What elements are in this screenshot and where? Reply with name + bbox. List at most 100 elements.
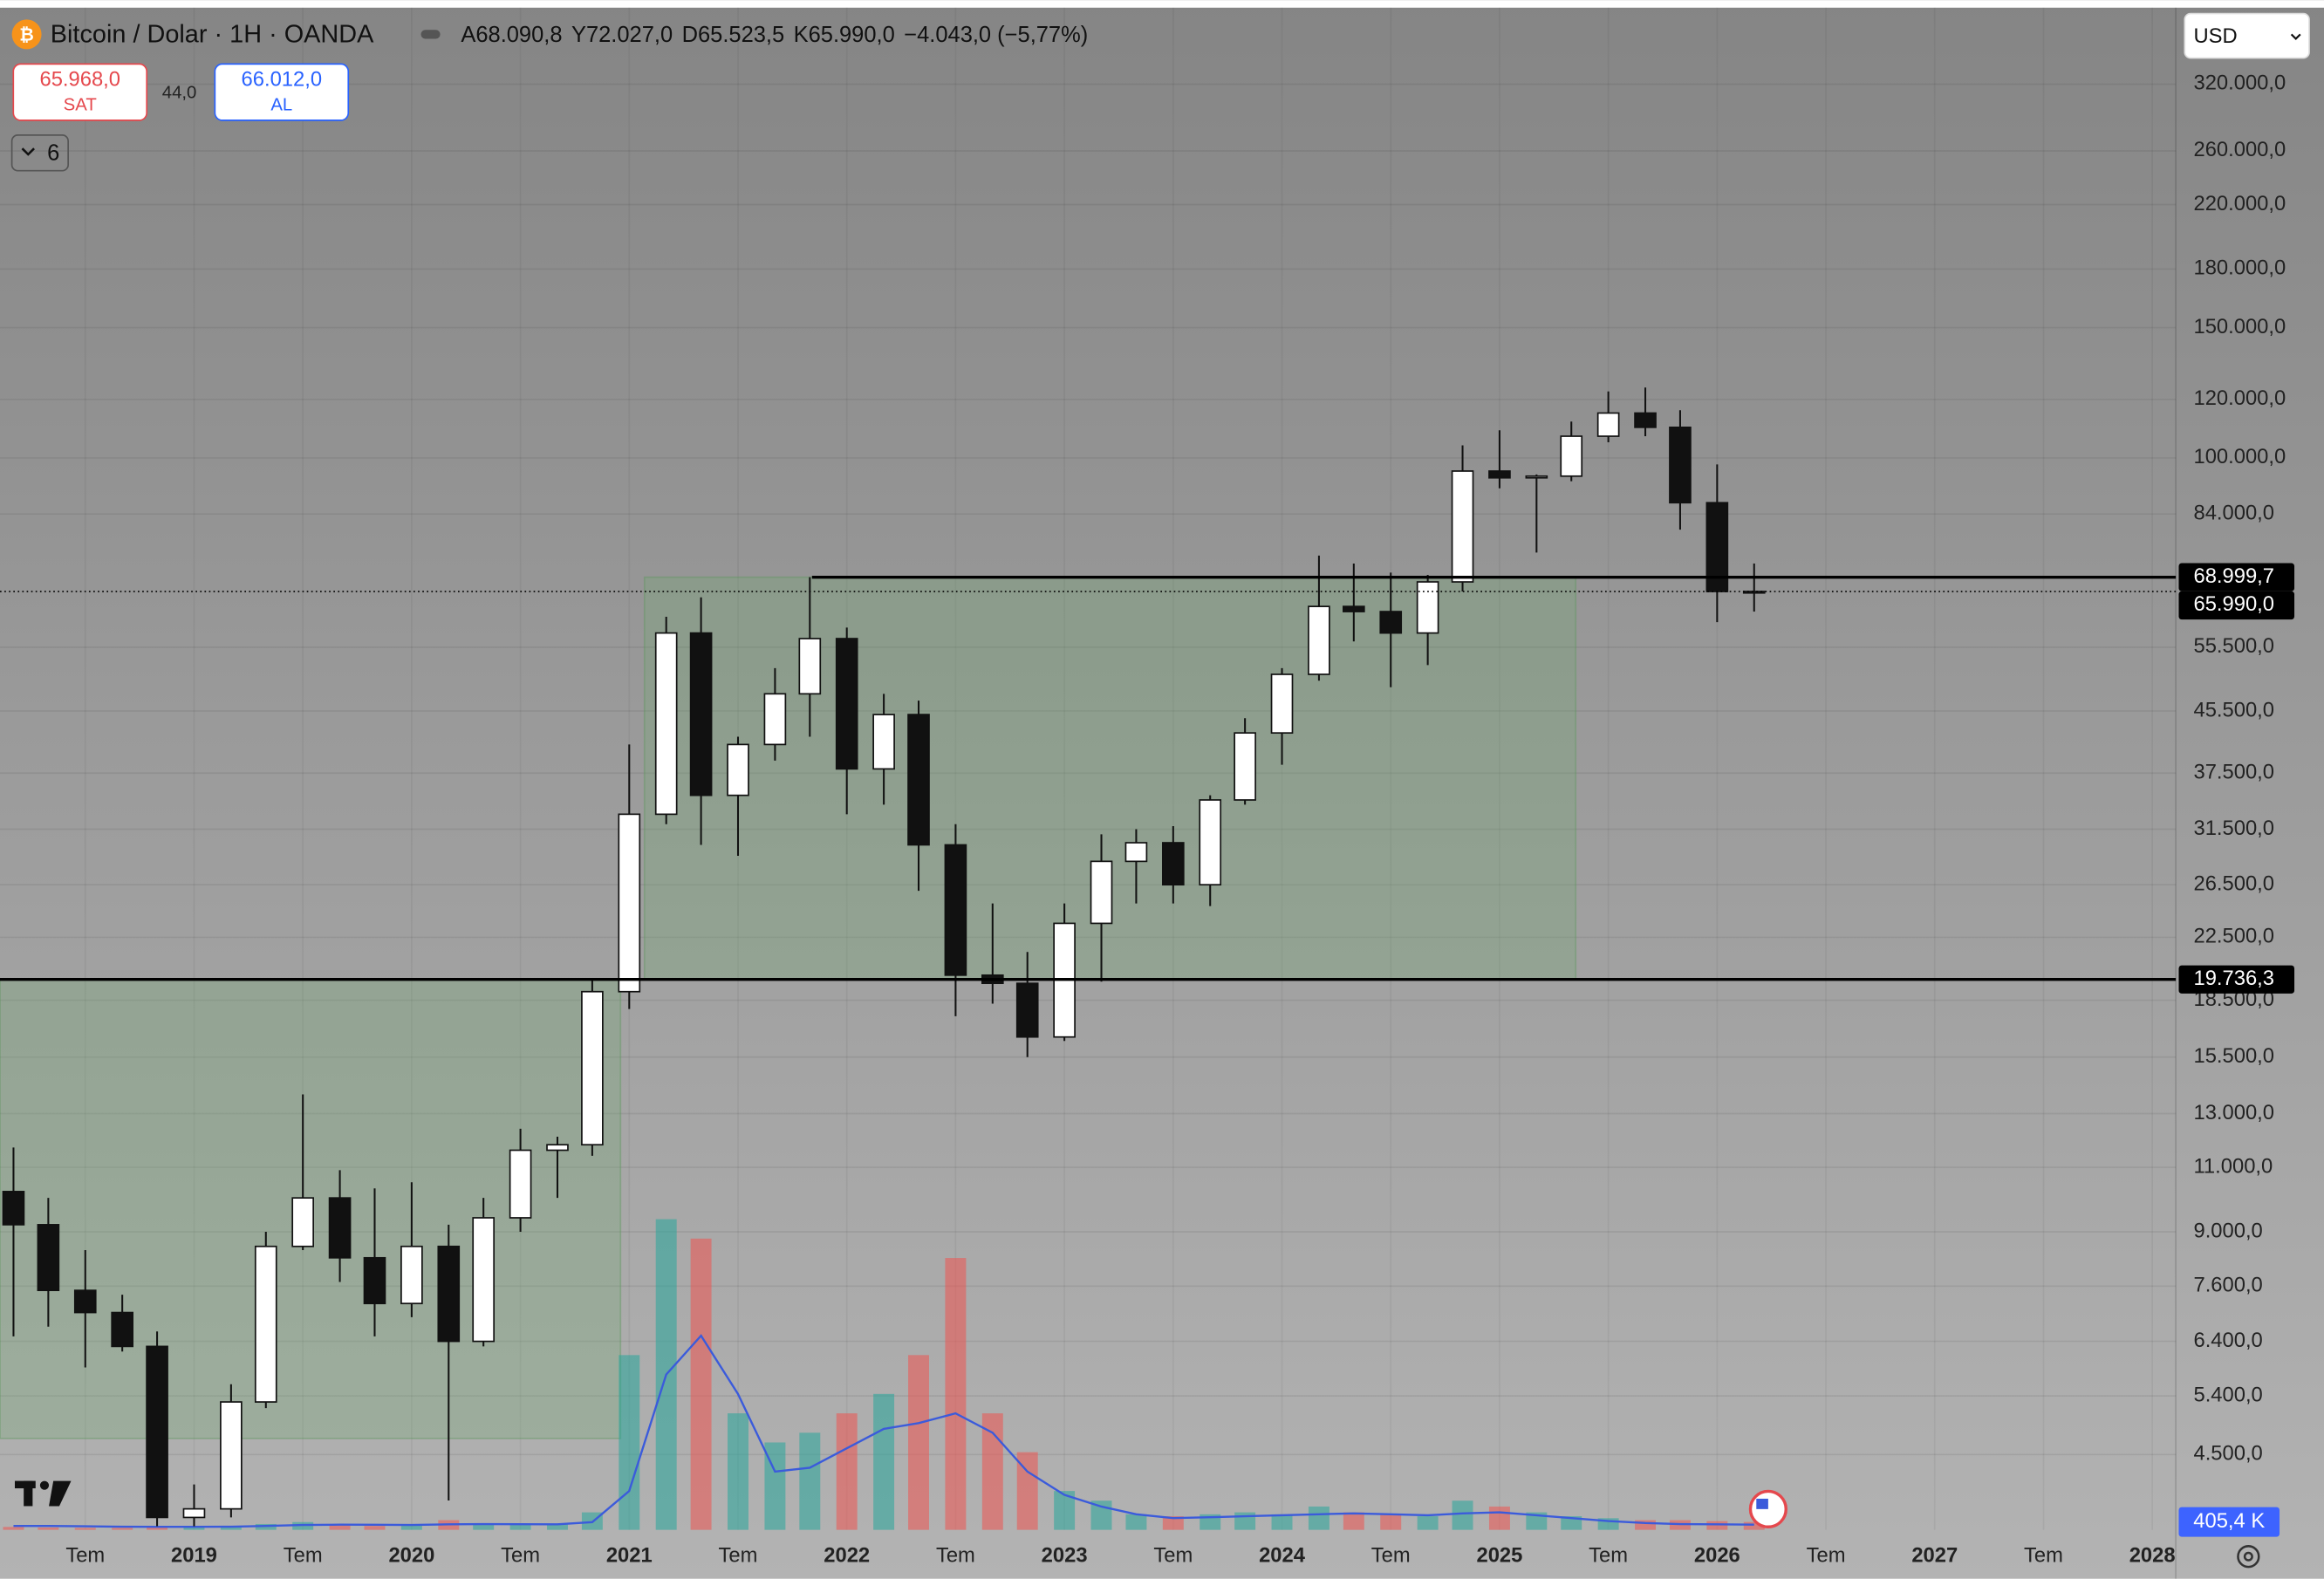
volume-bar — [3, 1527, 24, 1530]
volume-bar — [1380, 1514, 1402, 1530]
volume-bar — [619, 1355, 640, 1530]
volume-bar — [1234, 1512, 1256, 1530]
y-tick-label: 22.500,0 — [2193, 925, 2274, 948]
candle-body — [872, 714, 895, 770]
currency[interactable]: USD — [2193, 24, 2237, 48]
y-tick-label: 84.000,0 — [2193, 501, 2274, 524]
candle-body — [1161, 842, 1185, 886]
ohlc-low: D65.523,5 — [682, 23, 785, 47]
candle-body — [182, 1507, 206, 1519]
currency-chevron[interactable] — [2290, 33, 2301, 41]
y-tick-label: 9.000,0 — [2193, 1219, 2262, 1242]
volume-bar — [873, 1393, 895, 1530]
indicators-toggle[interactable]: 6 — [10, 134, 70, 172]
volume-bar — [1343, 1512, 1364, 1530]
candle-body — [727, 743, 749, 796]
volume-bar — [1417, 1516, 1439, 1530]
volume-bar — [908, 1355, 929, 1530]
volume-bar — [1743, 1521, 1765, 1530]
volume-bar — [400, 1525, 422, 1530]
chevron[interactable] — [21, 147, 35, 156]
buy-label[interactable]: AL — [270, 95, 292, 114]
candle-body — [835, 638, 858, 770]
candle-body — [328, 1197, 352, 1259]
y-tick-label: 320.000,0 — [2193, 72, 2286, 95]
indicators-box[interactable] — [10, 134, 70, 172]
candle-body — [618, 813, 641, 993]
symbol-title: Bitcoin / Dolar · 1H · OANDA — [51, 21, 374, 49]
volume-bar — [836, 1413, 858, 1530]
x-tick-label: 2025 — [1476, 1544, 1522, 1568]
gear-center[interactable] — [2243, 1551, 2253, 1562]
ohlc-change: −4.043,0 (−5,77%) — [904, 23, 1088, 47]
x-tick-label: 2019 — [171, 1544, 217, 1568]
volume-bar — [764, 1442, 786, 1530]
x-tick-label: 2027 — [1911, 1544, 1958, 1568]
x-tick-label: 2023 — [1042, 1544, 1088, 1568]
candle-body — [798, 638, 822, 695]
volume-ma — [13, 1334, 1754, 1528]
candle-body — [763, 693, 787, 746]
candle-body — [1090, 860, 1113, 925]
x-tick-label: 2026 — [1694, 1544, 1740, 1568]
candle-body — [1234, 732, 1256, 801]
x-tick-label: Tem — [1371, 1544, 1411, 1568]
buy-button[interactable]: 66.012,0 AL — [214, 63, 350, 121]
logo-part — [39, 1480, 50, 1490]
x-tick-label: 2024 — [1259, 1544, 1306, 1568]
settings-icon[interactable] — [2237, 1545, 2260, 1569]
price-label-box — [2178, 591, 2295, 620]
volume-label-box — [2178, 1507, 2280, 1537]
price-label-box — [2178, 965, 2295, 994]
candle-body — [1488, 470, 1511, 479]
status-dot — [420, 30, 441, 39]
candle-body — [1308, 605, 1330, 675]
y-tick-label: 150.000,0 — [2193, 315, 2286, 338]
price-label: 65.990,0 — [2193, 592, 2274, 616]
volume-bar — [1125, 1514, 1147, 1530]
buy-price[interactable]: 66.012,0 — [242, 67, 323, 91]
logo-part — [49, 1480, 72, 1507]
logo-part — [24, 1480, 33, 1507]
buy-box[interactable] — [214, 63, 350, 121]
ohlc-values: A68.090,8 Y72.027,0 D65.523,5 K65.990,0 … — [461, 23, 1088, 47]
indicators-count[interactable]: 6 — [47, 141, 59, 166]
y-tick-label: 7.600,0 — [2193, 1274, 2262, 1297]
price-label: 19.736,3 — [2193, 967, 2274, 990]
y-tick-label: 26.500,0 — [2193, 872, 2274, 895]
volume-bar — [147, 1527, 168, 1530]
candle-body — [73, 1289, 97, 1314]
ohlc-open: A68.090,8 — [461, 23, 562, 47]
volume-bar — [1271, 1514, 1293, 1530]
sell-label[interactable]: SAT — [64, 95, 97, 114]
volume-label: 405,4 K — [2193, 1509, 2265, 1533]
sell-box[interactable] — [12, 63, 148, 121]
top-strip — [0, 0, 2324, 8]
gear[interactable] — [2237, 1545, 2260, 1569]
y-tick-label: 180.000,0 — [2193, 256, 2286, 280]
currency-select[interactable]: USD — [2184, 12, 2310, 59]
candle-body — [907, 714, 930, 846]
volume-bar — [112, 1528, 133, 1530]
volume-bar — [728, 1413, 748, 1530]
y-tick-label: 6.400,0 — [2193, 1329, 2262, 1352]
volume-bar — [220, 1526, 242, 1530]
sell-price[interactable]: 65.968,0 — [39, 67, 120, 91]
candle-body — [689, 632, 713, 796]
candle-body — [1416, 581, 1439, 634]
x-tick-label: 2021 — [606, 1544, 653, 1568]
candle-body — [1596, 412, 1620, 437]
volume-bar — [1706, 1521, 1728, 1530]
candle-body — [1451, 470, 1474, 583]
currency-box[interactable] — [2184, 12, 2310, 59]
x-tick-label: Tem — [936, 1544, 975, 1568]
candle-body — [1343, 605, 1365, 612]
volume-bar — [1635, 1520, 1657, 1530]
sell-button[interactable]: 65.968,0 SAT — [12, 63, 148, 121]
x-tick-label: Tem — [501, 1544, 540, 1568]
ohlc-high: Y72.027,0 — [571, 23, 673, 47]
candle-body — [111, 1311, 133, 1348]
x-tick-label: 2028 — [2129, 1544, 2176, 1568]
y-tick-label: 4.500,0 — [2193, 1442, 2262, 1466]
